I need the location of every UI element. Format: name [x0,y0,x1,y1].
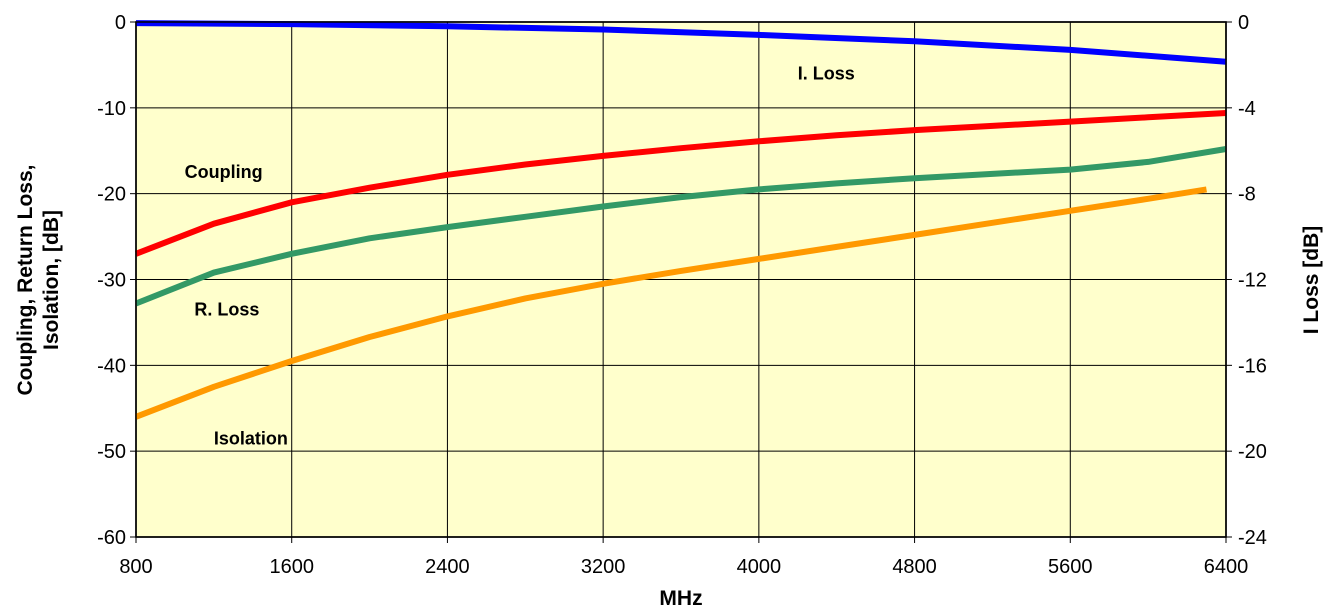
y-left-tick-label: -30 [97,270,126,292]
y-right-tick-label: -12 [1238,270,1267,292]
series-lines [134,20,1227,420]
y-axis-left-title-line-2: Isolation, [dB] [40,210,63,350]
y-right-tick-label: -16 [1238,355,1267,377]
y-axis-left-title-line-1: Coupling, Return Loss, [14,165,37,396]
y-axis-right-title: I Loss [dB] [1300,226,1323,335]
y-left-tick-label: -40 [97,355,126,377]
x-tick-label: 800 [119,556,152,578]
y-left-tick-label: -50 [97,441,126,463]
series-line-coupling [134,110,1227,257]
y-left-tick-label: -10 [97,98,126,120]
x-tick-label: 5600 [1048,556,1093,578]
y-left-tick-label: -20 [97,184,126,206]
y-right-tick-label: -8 [1238,184,1256,206]
x-tick-label: 4800 [892,556,937,578]
y-right-tick-label: 0 [1238,12,1249,34]
x-axis-title: MHz [659,587,702,610]
x-tick-label: 1600 [269,556,314,578]
x-tick-label: 3200 [581,556,626,578]
label-coupling: Coupling [185,162,263,182]
y-right-tick-label: -20 [1238,441,1267,463]
y-right-tick-label: -4 [1238,98,1256,120]
x-tick-label: 6400 [1204,556,1249,578]
y-left-tick-label: -60 [97,527,126,549]
series-labels: I. Loss Coupling R. Loss Isolation [185,64,855,449]
y-axis-left-title: Coupling, Return Loss, Isolation, [dB] [14,165,63,396]
x-tick-label: 2400 [425,556,470,578]
tick-labels: 800 1600 2400 3200 4000 4800 5600 6400 0 -10 -20 -3… [97,12,1267,578]
label-isolation: Isolation [214,428,288,448]
series-line-i-loss [135,20,1227,65]
series-line-isolation [134,186,1207,420]
gridlines [130,21,1232,543]
x-tick-label: 4000 [737,556,782,578]
series-line-r-loss [134,146,1227,307]
y-right-tick-label: -24 [1238,527,1267,549]
y-left-tick-label: 0 [115,12,126,34]
plot-border [135,21,1227,538]
label-r-loss: R. Loss [194,300,259,320]
label-i-loss: I. Loss [798,64,855,84]
